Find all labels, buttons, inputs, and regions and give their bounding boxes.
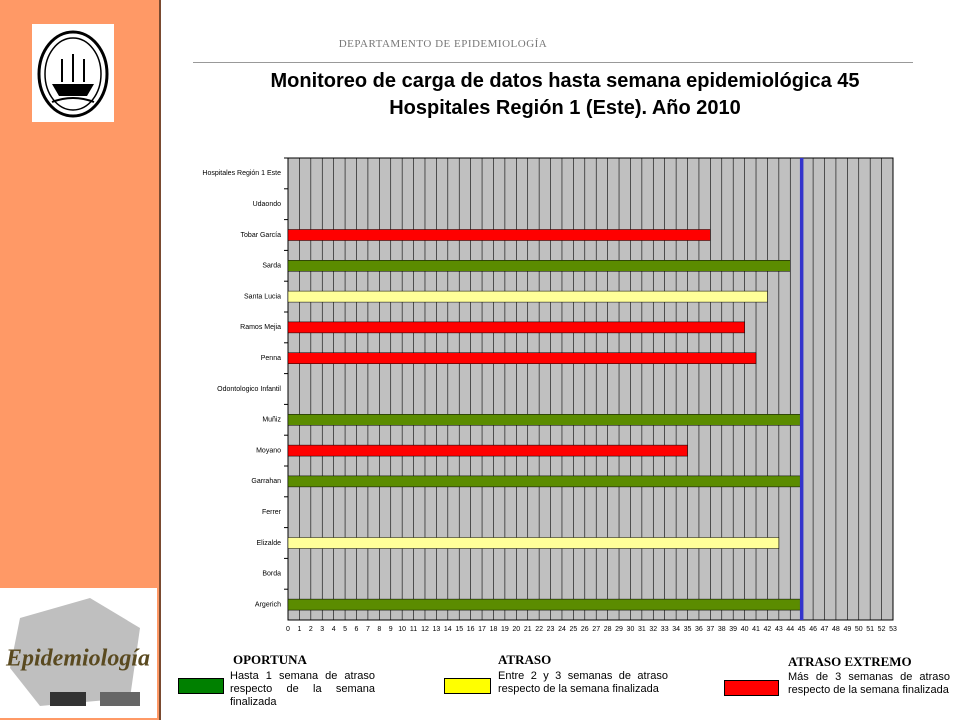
bar <box>287 290 768 303</box>
x-tick-label: 15 <box>455 626 463 633</box>
bar <box>287 475 802 488</box>
x-tick-label: 48 <box>832 626 840 633</box>
bar <box>287 444 688 457</box>
y-tick-label: Elizalde <box>256 540 281 547</box>
x-tick-label: 34 <box>672 626 680 633</box>
y-tick-label: Ferrer <box>262 509 282 516</box>
bar <box>287 229 711 241</box>
epi-logo: Epidemiología <box>0 588 157 718</box>
bar <box>287 260 791 272</box>
x-tick-label: 9 <box>389 626 393 633</box>
x-tick-label: 25 <box>569 626 577 633</box>
x-tick-label: 11 <box>410 626 417 633</box>
legend-swatch <box>444 678 491 694</box>
y-tick-label: Argerich <box>255 601 281 608</box>
x-tick-label: 13 <box>432 626 440 633</box>
y-tick-label: Udaondo <box>253 201 282 208</box>
x-tick-label: 21 <box>524 626 532 633</box>
header-rule <box>193 62 913 63</box>
department-header: DEPARTAMENTO DE EPIDEMIOLOGÍA <box>338 38 548 50</box>
x-tick-label: 37 <box>706 626 714 633</box>
x-tick-label: 51 <box>866 626 874 633</box>
x-tick-label: 22 <box>535 626 543 633</box>
x-tick-label: 20 <box>512 626 520 633</box>
x-tick-label: 29 <box>615 626 623 633</box>
x-tick-label: 38 <box>718 626 726 633</box>
x-tick-label: 31 <box>638 626 646 633</box>
x-tick-label: 6 <box>355 626 359 633</box>
legend-description: Más de 3 semanas de atraso respecto de l… <box>788 671 950 696</box>
x-tick-label: 35 <box>684 626 692 633</box>
x-tick-label: 45 <box>798 626 806 633</box>
x-tick-label: 52 <box>878 626 886 633</box>
x-tick-label: 5 <box>343 626 347 633</box>
bar <box>287 321 745 334</box>
y-tick-label: Sarda <box>262 263 281 270</box>
x-tick-label: 33 <box>661 626 669 633</box>
x-tick-label: 49 <box>843 626 851 633</box>
city-logo <box>32 24 114 122</box>
y-tick-label: Hospitales Región 1 Este <box>202 170 281 177</box>
logo-text: Epidemiología <box>5 646 150 672</box>
x-tick-label: 47 <box>821 626 829 633</box>
x-tick-label: 44 <box>786 626 794 633</box>
chart: 0 1 2 3 4 5 6 7 8 9 10 11 12 13 14 15 16 17 18 19 20 21 22 23 24… <box>202 157 897 633</box>
sidebar: Epidemiología <box>0 0 161 720</box>
x-tick-label: 1 <box>297 626 301 633</box>
x-tick-label: 36 <box>695 626 703 633</box>
bar <box>287 598 802 611</box>
chart-title: Monitoreo de carga de datos hasta semana… <box>270 70 860 92</box>
x-tick-label: 16 <box>467 626 475 633</box>
x-tick-label: 50 <box>855 626 863 633</box>
y-tick-label: Odontologico Infantil <box>217 386 281 393</box>
x-tick-label: 0 <box>286 626 290 633</box>
bar <box>287 352 757 364</box>
x-tick-label: 40 <box>741 626 749 633</box>
x-tick-label: 43 <box>775 626 783 633</box>
x-tick-label: 27 <box>592 626 600 633</box>
x-tick-label: 28 <box>604 626 612 633</box>
x-tick-label: 12 <box>421 626 429 633</box>
legend-label: ATRASO EXTREMO <box>788 654 912 669</box>
x-tick-label: 32 <box>649 626 657 633</box>
x-tick-label: 26 <box>581 626 589 633</box>
x-tick-label: 41 <box>752 626 760 633</box>
x-tick-label: 3 <box>320 626 324 633</box>
legend-swatch <box>724 680 779 696</box>
y-tick-label: Penna <box>261 355 281 362</box>
x-tick-label: 39 <box>729 626 737 633</box>
legend-label: OPORTUNA <box>233 652 307 667</box>
x-tick-label: 14 <box>444 626 452 633</box>
x-tick-label: 30 <box>627 626 635 633</box>
x-tick-label: 17 <box>478 626 486 633</box>
y-tick-label: Moyano <box>256 447 281 454</box>
x-tick-label: 24 <box>558 626 566 633</box>
x-tick-label: 4 <box>332 626 336 633</box>
legend-swatch <box>178 678 224 694</box>
y-tick-label: Santa Lucia <box>244 293 281 300</box>
y-tick-label: Ramos Mejia <box>240 324 281 331</box>
y-tick-label: Muñiz <box>262 417 281 424</box>
x-tick-label: 19 <box>501 626 509 633</box>
x-tick-label: 23 <box>547 626 555 633</box>
legend-description: Entre 2 y 3 semanas de atraso respecto d… <box>498 670 668 695</box>
x-tick-label: 10 <box>398 626 406 633</box>
y-tick-label: Borda <box>262 571 281 578</box>
legend-label: ATRASO <box>498 652 552 667</box>
x-tick-label: 8 <box>377 626 381 633</box>
x-tick-label: 2 <box>309 626 313 633</box>
bar <box>287 414 802 426</box>
y-tick-label: Garrahan <box>251 478 281 485</box>
y-tick-label: Tobar García <box>241 232 282 239</box>
bar <box>287 537 780 549</box>
x-tick-label: 18 <box>490 626 498 633</box>
legend-description: Hasta 1 semana de atraso respecto de la … <box>230 670 375 708</box>
chart-title: Hospitales Región 1 (Este). Año 2010 <box>389 97 741 119</box>
x-tick-label: 53 <box>889 626 897 633</box>
x-tick-label: 7 <box>366 626 370 633</box>
x-tick-label: 42 <box>764 626 772 633</box>
x-tick-label: 46 <box>809 626 817 633</box>
